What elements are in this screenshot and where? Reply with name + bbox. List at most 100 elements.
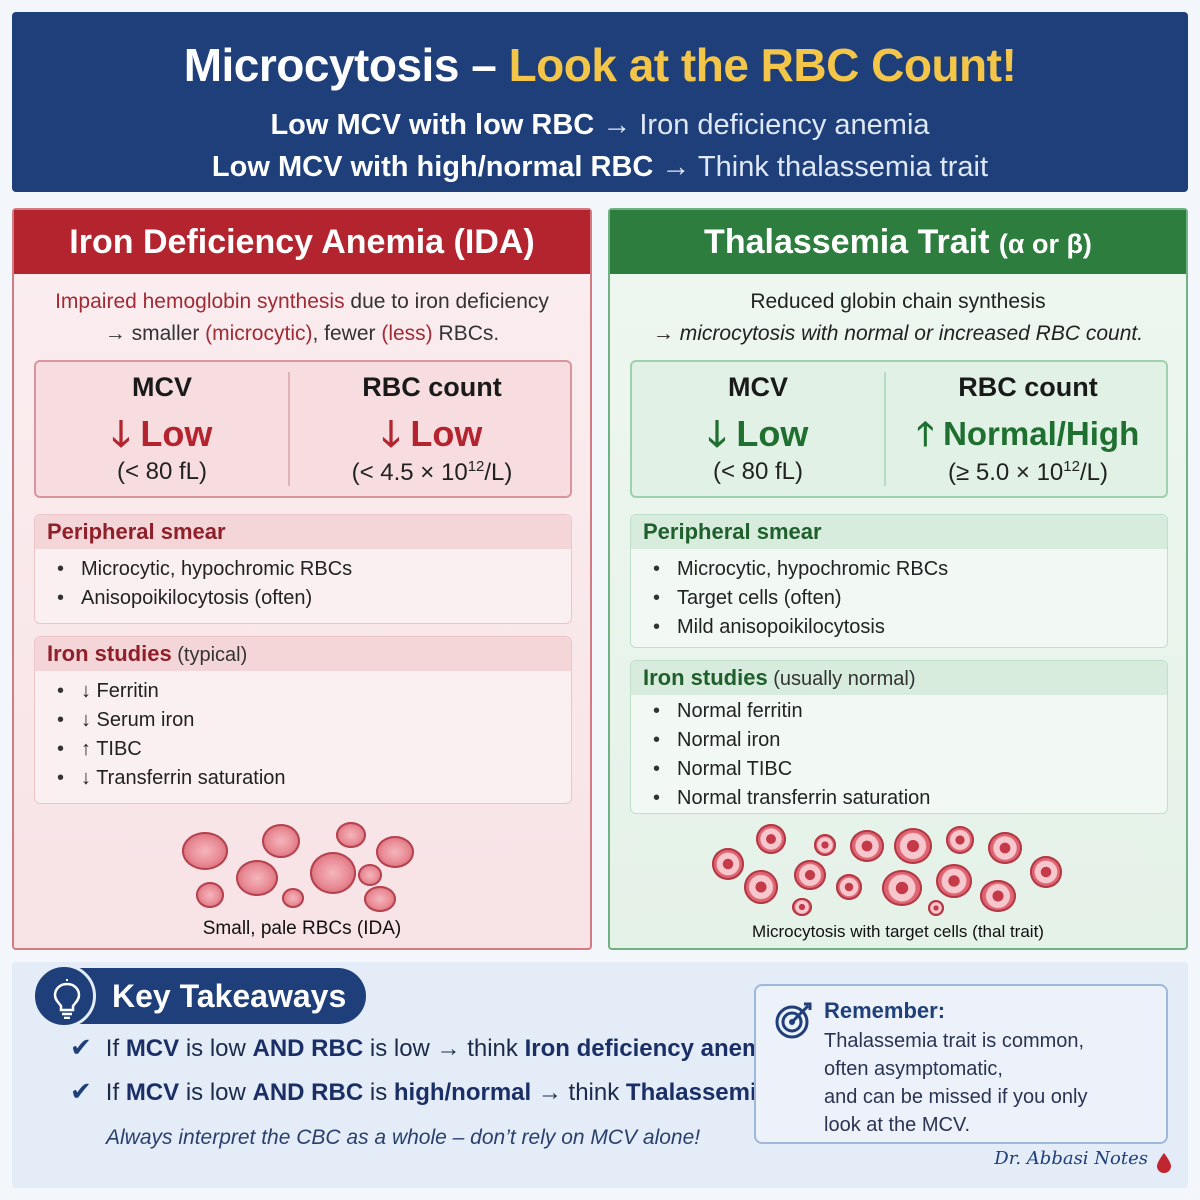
ida-rbc-ref-b: /L) bbox=[484, 459, 513, 486]
ida-mcv-label: MCV bbox=[132, 372, 192, 402]
thal-smear-box: Peripheral smear Microcytic, hypochromic… bbox=[630, 514, 1168, 648]
list-item: Target cells (often) bbox=[653, 584, 1167, 613]
ida-mcv-value: 🡓 Low bbox=[111, 413, 213, 454]
t2-b: MCV bbox=[125, 1079, 180, 1106]
ida-iron-list: ↓ Ferritin ↓ Serum iron ↑ TIBC ↓ Transfe… bbox=[35, 671, 571, 793]
list-item: ↓ Ferritin bbox=[57, 677, 571, 706]
thal-iron-note: (usually normal) bbox=[767, 668, 916, 690]
ida-smear-list: Microcytic, hypochromic RBCs Anisopoikil… bbox=[35, 549, 571, 613]
remember-line: look at the MCV. bbox=[824, 1114, 971, 1136]
rbc-cell bbox=[196, 882, 224, 908]
t2-e: is bbox=[363, 1079, 394, 1106]
rbc-cell bbox=[262, 824, 300, 858]
thal-title-main: Thalassemia Trait bbox=[704, 223, 999, 261]
list-item: ↑ TIBC bbox=[57, 735, 571, 764]
target-icon bbox=[775, 1002, 812, 1039]
ida-description: Impaired hemoglobin synthesis due to iro… bbox=[14, 286, 590, 350]
lightbulb-glyph bbox=[53, 979, 81, 1019]
title-part-1: Microcytosis – bbox=[183, 39, 509, 91]
thal-mcv-label: MCV bbox=[728, 372, 788, 402]
t2-g: → think bbox=[531, 1079, 626, 1106]
target-cell bbox=[792, 898, 812, 916]
t1-d: AND RBC bbox=[252, 1035, 364, 1062]
takeaway-1: ✔ If MCV is low AND RBC is low → think Ir… bbox=[70, 1032, 790, 1063]
target-cell bbox=[936, 864, 972, 898]
target-cell bbox=[882, 870, 922, 906]
target-cell bbox=[836, 874, 862, 900]
target-cell bbox=[756, 824, 786, 854]
thal-rbc: RBC count 🡑 Normal/High (≥ 5.0 × 1012/L) bbox=[886, 362, 1170, 496]
thal-desc-line-1: Reduced globin chain synthesis bbox=[750, 290, 1046, 313]
ida-iron-note: (typical) bbox=[171, 644, 248, 666]
list-item: Normal transferrin saturation bbox=[653, 784, 1167, 813]
ida-rbc-ref-a: (< 4.5 × 10 bbox=[351, 459, 468, 486]
target-cell bbox=[894, 828, 932, 864]
ida-smear-title: Peripheral smear bbox=[35, 515, 571, 549]
header-rule-2-rest: → Think thalassemia trait bbox=[653, 151, 989, 183]
remember-title: Remember: bbox=[824, 998, 946, 1023]
thal-lab-values: MCV 🡓 Low (< 80 fL) RBC count 🡑 Normal/H… bbox=[630, 360, 1168, 498]
ida-desc-fewer: , fewer bbox=[312, 322, 382, 345]
ida-mcv-ref: (< 80 fL) bbox=[116, 458, 208, 485]
target-cell bbox=[712, 848, 744, 880]
ida-desc-less: (less) bbox=[381, 322, 433, 345]
rbc-cell bbox=[310, 852, 356, 894]
list-item: Mild anisopoikilocytosis bbox=[653, 613, 1167, 642]
thal-title-small: (α or β) bbox=[998, 229, 1092, 259]
t2-a: If bbox=[105, 1079, 126, 1106]
thal-iron-header: Iron studies (usually normal) bbox=[631, 661, 1167, 695]
ida-panel: Iron Deficiency Anemia (IDA) Impaired he… bbox=[12, 208, 592, 950]
t2-f: high/normal bbox=[393, 1079, 532, 1106]
takeaway-2: ✔ If MCV is low AND RBC is high/normal → … bbox=[70, 1076, 829, 1107]
page-title: Microcytosis – Look at the RBC Count! bbox=[12, 38, 1188, 92]
thal-rbc-ref-b: /L) bbox=[1079, 459, 1108, 486]
thal-iron-title: Iron studies bbox=[643, 665, 768, 690]
header-rule-1: Low MCV with low RBC → Iron deficiency a… bbox=[12, 109, 1188, 142]
thal-title: Thalassemia Trait (α or β) bbox=[610, 210, 1186, 274]
ida-iron-header: Iron studies (typical) bbox=[35, 637, 571, 671]
header-rule-1-rest: → Iron deficiency anemia bbox=[594, 109, 930, 141]
rbc-cell bbox=[182, 832, 228, 870]
t2-d: AND RBC bbox=[252, 1079, 364, 1106]
t1-f: Iron deficiency anemia bbox=[524, 1035, 784, 1062]
target-cell bbox=[794, 860, 826, 890]
remember-line: often asymptomatic, bbox=[824, 1058, 1003, 1080]
key-takeaways-panel: Key Takeaways ✔ If MCV is low AND RBC is … bbox=[12, 962, 1188, 1188]
ida-desc-rbcs: RBCs. bbox=[432, 322, 500, 345]
header-rule-1-bold: Low MCV with low RBC bbox=[270, 109, 595, 141]
thal-rbc-value: 🡑 Normal/High bbox=[916, 415, 1140, 452]
rbc-cell bbox=[364, 886, 396, 912]
rbc-cell bbox=[358, 864, 382, 886]
remember-line: Thalassemia trait is common, bbox=[824, 1030, 1085, 1052]
thal-rbc-ref: (≥ 5.0 × 1012/L) bbox=[886, 458, 1170, 487]
target-cell bbox=[988, 832, 1022, 864]
thal-mcv-value: 🡓 Low bbox=[707, 413, 809, 454]
ida-lab-values: MCV 🡓 Low (< 80 fL) RBC count 🡓 Low (< 4… bbox=[34, 360, 572, 498]
t1-b: MCV bbox=[125, 1035, 180, 1062]
ida-desc-arrow: → smaller bbox=[104, 322, 206, 345]
rbc-cell bbox=[282, 888, 304, 908]
thal-mcv: MCV 🡓 Low (< 80 fL) bbox=[632, 362, 884, 496]
remember-box: Remember: Thalassemia trait is common, o… bbox=[754, 984, 1168, 1144]
thal-desc-line-2: → microcytosis with normal or increased … bbox=[652, 322, 1144, 345]
header-rule-2: Low MCV with high/normal RBC → Think tha… bbox=[12, 151, 1188, 184]
list-item: Normal iron bbox=[653, 726, 1167, 755]
blood-drop-icon bbox=[1157, 1153, 1171, 1173]
always-note: Always interpret the CBC as a whole – do… bbox=[106, 1126, 701, 1149]
thal-smear-title: Peripheral smear bbox=[631, 515, 1167, 549]
thal-iron-list: Normal ferritin Normal iron Normal TIBC … bbox=[631, 695, 1167, 813]
target-cell bbox=[928, 900, 944, 916]
t1-a: If bbox=[105, 1035, 126, 1062]
ida-rbc: RBC count 🡓 Low (< 4.5 × 1012/L) bbox=[290, 362, 574, 496]
header-rule-2-bold: Low MCV with high/normal RBC bbox=[211, 151, 654, 183]
ida-mcv: MCV 🡓 Low (< 80 fL) bbox=[36, 362, 288, 496]
list-item: Anisopoikilocytosis (often) bbox=[57, 584, 571, 613]
author-signature: Dr. Abbasi Notes bbox=[994, 1148, 1148, 1169]
target-cell bbox=[946, 826, 974, 854]
ida-iron-title: Iron studies bbox=[47, 641, 172, 666]
thal-smear-list: Microcytic, hypochromic RBCs Target cell… bbox=[631, 549, 1167, 642]
target-cell bbox=[744, 870, 778, 904]
remember-line: and can be missed if you only bbox=[824, 1086, 1088, 1108]
ida-title: Iron Deficiency Anemia (IDA) bbox=[14, 210, 590, 274]
check-icon: ✔ bbox=[70, 1032, 92, 1062]
